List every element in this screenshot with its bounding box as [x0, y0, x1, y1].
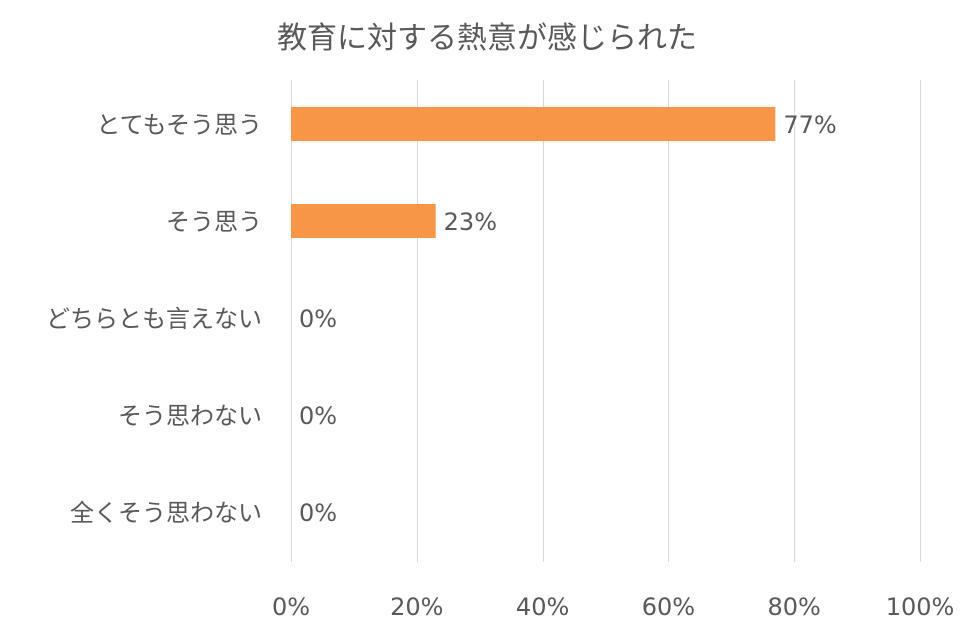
x-tick-label: 20% — [390, 593, 443, 621]
data-label: 0% — [299, 402, 337, 430]
x-tick-label: 60% — [642, 593, 695, 621]
data-label: 23% — [444, 208, 497, 236]
x-tick-label: 80% — [768, 593, 821, 621]
bar — [291, 204, 436, 238]
data-labels: 77% 23% 0% 0% 0% — [299, 111, 837, 527]
x-tick-label: 0% — [272, 593, 310, 621]
x-tick-label: 40% — [516, 593, 569, 621]
bars — [291, 107, 776, 238]
x-axis-ticks: 0% 20% 40% 60% 80% 100% — [272, 593, 954, 621]
chart-title: 教育に対する熱意が感じられた — [277, 21, 697, 56]
category-label: とてもそう思う — [96, 111, 262, 139]
bar — [291, 107, 776, 141]
category-label: どちらとも言えない — [46, 305, 262, 333]
x-tick-label: 100% — [886, 593, 955, 621]
category-label: そう思う — [166, 208, 262, 236]
data-label: 77% — [783, 111, 836, 139]
category-label: そう思わない — [118, 402, 262, 430]
data-label: 0% — [299, 499, 337, 527]
data-label: 0% — [299, 305, 337, 333]
gridlines — [291, 80, 921, 562]
category-label: 全くそう思わない — [70, 499, 262, 527]
